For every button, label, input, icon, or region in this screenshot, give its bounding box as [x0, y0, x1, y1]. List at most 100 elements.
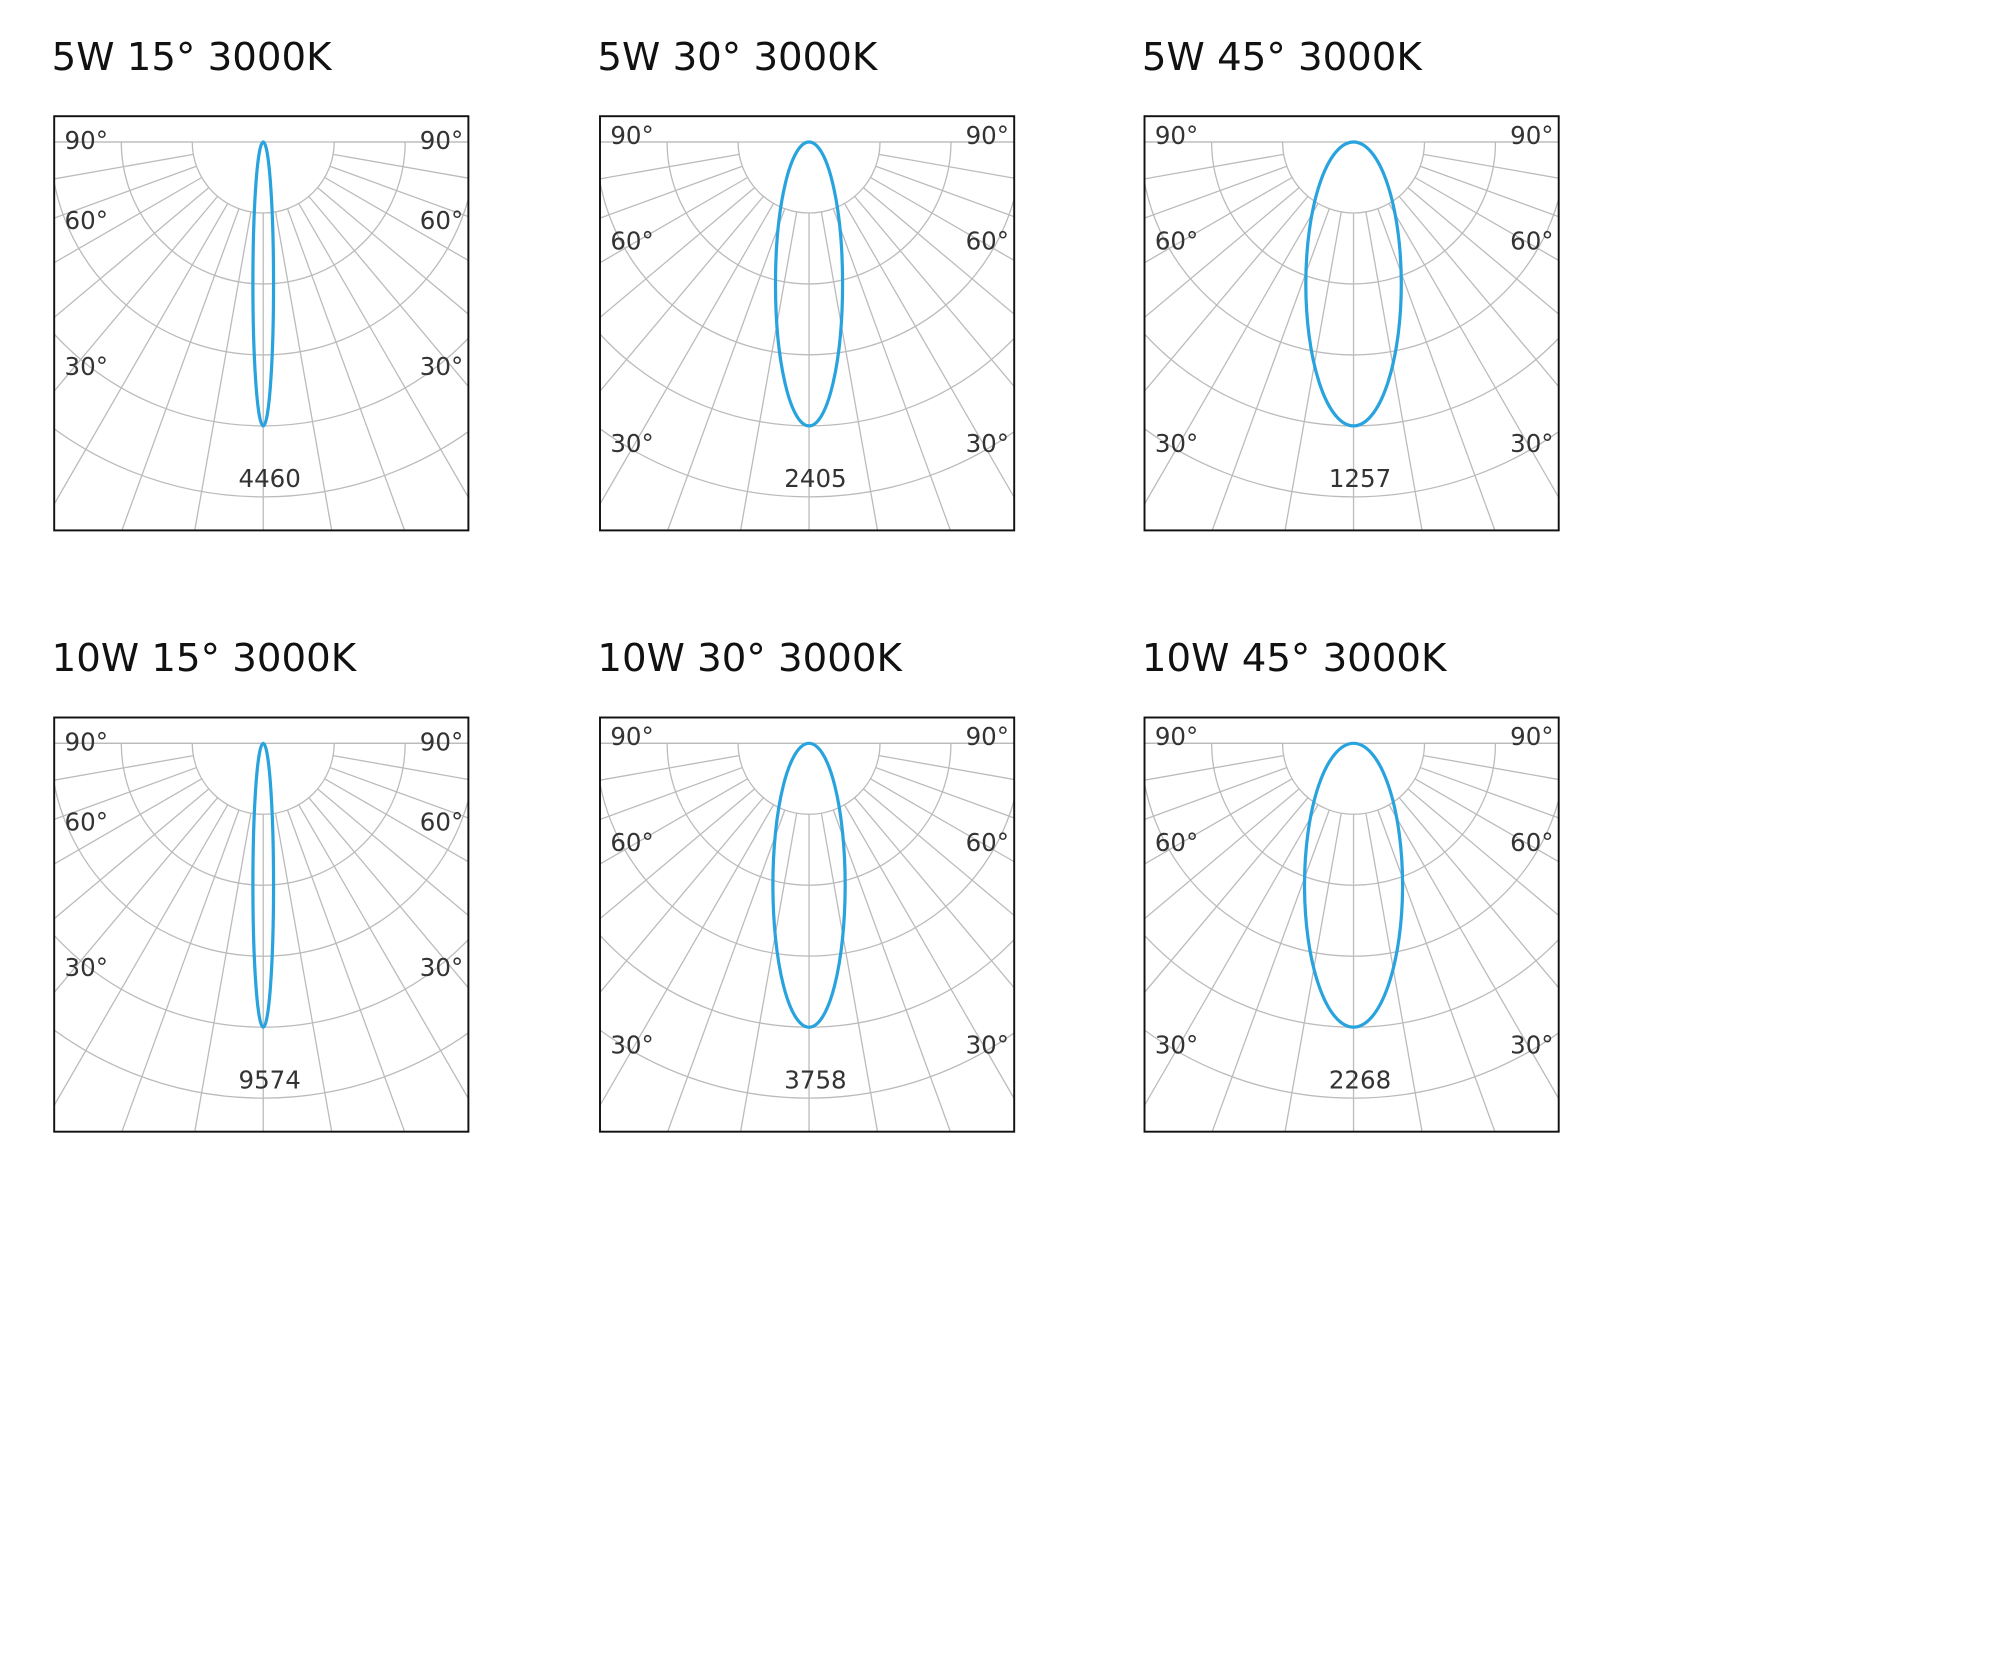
grid-ray: [274, 211, 333, 531]
grid-ray: [1144, 153, 1284, 180]
panel-frame: [599, 716, 1016, 1133]
grid-ray: [600, 804, 775, 1107]
grid-ray: [194, 813, 252, 1132]
grid-ray: [862, 187, 1015, 316]
grid-ray: [1144, 804, 1319, 1107]
angle-label: 30°: [65, 352, 108, 381]
grid-ray: [1144, 165, 1288, 219]
grid-ray: [843, 804, 1015, 1100]
grid-ray: [1388, 203, 1559, 499]
angle-label: 30°: [1155, 429, 1198, 458]
grid-arc: [54, 1029, 469, 1099]
grid-ray: [1144, 797, 1309, 994]
grid-arc: [737, 743, 881, 815]
angle-label: 90°: [966, 121, 1009, 150]
grid-ray: [121, 809, 240, 1132]
grid-ray: [54, 195, 219, 393]
grid-ray: [1144, 203, 1319, 506]
grid-ray: [875, 766, 1015, 819]
grid-ray: [843, 203, 1015, 499]
grid-ray: [54, 778, 203, 865]
angle-label: 30°: [420, 953, 463, 982]
grid-ray: [666, 809, 786, 1132]
grid-ray: [329, 766, 469, 819]
grid-ray: [286, 208, 406, 531]
grid-ray: [1144, 176, 1293, 264]
angle-label: 30°: [966, 1031, 1009, 1060]
angle-label: 60°: [966, 227, 1009, 256]
angle-label: 30°: [610, 429, 653, 458]
grid-ray: [600, 153, 740, 180]
angle-label: 90°: [610, 121, 653, 150]
grid-ray: [329, 165, 469, 218]
peak-value: 9574: [238, 1065, 300, 1094]
panel: 10W 30° 3000K 90° 60° 30° 90° 60° 30° 3758: [597, 636, 1016, 1133]
grid-ray: [1144, 766, 1288, 821]
grid-ray: [820, 211, 879, 531]
grid-ray: [600, 203, 775, 506]
grid-ray: [1211, 208, 1330, 531]
grid-ray: [121, 208, 240, 531]
angle-label: 30°: [610, 1031, 653, 1060]
grid-ray: [1377, 208, 1496, 531]
grid-ray: [317, 788, 469, 917]
angle-label: 30°: [65, 953, 108, 982]
grid-ray: [600, 797, 764, 994]
grid: [54, 742, 469, 1132]
angle-label: 30°: [1155, 1031, 1198, 1060]
grid-ray: [54, 165, 197, 219]
grid-ray: [298, 203, 469, 499]
grid-ray: [862, 788, 1015, 917]
angle-label: 60°: [1510, 227, 1553, 256]
grid-ray: [600, 187, 756, 319]
grid-ray: [875, 165, 1015, 218]
grid: [54, 141, 469, 531]
grid-ray: [1365, 211, 1423, 531]
grid-ray: [1284, 211, 1342, 531]
grid-ray: [54, 754, 194, 781]
angle-label: 60°: [1155, 227, 1198, 256]
grid-ray: [54, 203, 229, 506]
grid-ray: [739, 813, 798, 1132]
panel: 10W 45° 3000K 90° 60° 30° 90° 60° 30° 2268: [1142, 636, 1560, 1133]
beam-curve: [773, 140, 845, 428]
angle-label: 60°: [966, 828, 1009, 857]
grid-ray: [286, 809, 406, 1132]
grid-ray: [308, 195, 469, 388]
peak-value: 3758: [784, 1065, 846, 1094]
grid-arc: [191, 142, 335, 214]
panel: 5W 15° 3000K 90° 60° 30° 90° 60° 30° 4460: [52, 35, 470, 532]
grid-ray: [317, 187, 469, 316]
grid-ray: [1284, 813, 1342, 1132]
angle-label: 60°: [610, 828, 653, 857]
angle-label: 90°: [1510, 121, 1553, 150]
panel-frame: [53, 115, 470, 532]
grid-arc: [1281, 142, 1426, 214]
grid-ray: [298, 804, 469, 1100]
grid: [1144, 742, 1559, 1132]
panel-frame: [599, 115, 1016, 532]
grid-ray: [1144, 187, 1300, 319]
angle-label: 60°: [420, 206, 463, 235]
panel: 5W 30° 3000K 90° 60° 30° 90° 60° 30° 2405: [597, 35, 1016, 532]
grid-ray: [666, 208, 786, 531]
panel: 10W 15° 3000K 90° 60° 30° 90° 60° 30° 9574: [52, 636, 470, 1133]
grid-ray: [600, 165, 743, 219]
grid-ray: [1407, 187, 1559, 316]
grid-arc: [191, 743, 335, 815]
grid-ray: [832, 809, 952, 1132]
grid-ray: [600, 788, 756, 920]
grid-ray: [1407, 788, 1559, 917]
grid-ray: [870, 778, 1015, 863]
angle-label: 90°: [610, 722, 653, 751]
angle-label: 60°: [65, 807, 108, 836]
panel-title: 10W 30° 3000K: [597, 636, 903, 681]
angle-label: 90°: [1155, 121, 1198, 150]
grid-ray: [333, 754, 469, 781]
grid-ray: [1423, 153, 1559, 179]
grid-ray: [820, 813, 879, 1132]
angle-label: 30°: [420, 352, 463, 381]
grid-ray: [1414, 176, 1559, 262]
